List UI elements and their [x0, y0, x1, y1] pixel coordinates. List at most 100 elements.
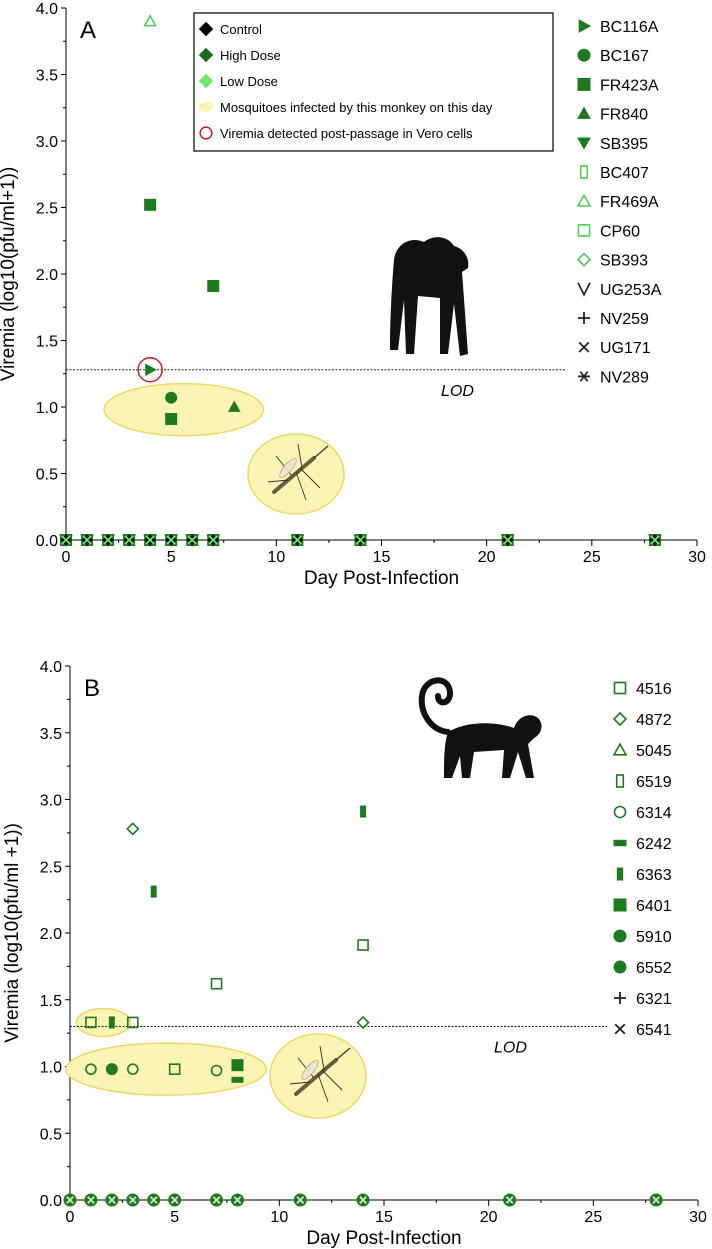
data-point-6242 [231, 1076, 244, 1083]
x-tick-label: 30 [689, 1209, 707, 1226]
legend-marker-4872 [612, 711, 628, 727]
baseline-marker [108, 1196, 116, 1204]
data-point-4516 [127, 1016, 139, 1029]
data-point-4516 [210, 977, 223, 990]
mosquito-infection-ellipse [103, 382, 265, 437]
legend-box-marker [198, 21, 214, 37]
baseline-cluster [293, 1193, 307, 1207]
y-tick-label: 3.5 [40, 726, 62, 743]
legend-marker-BC116A [578, 19, 592, 33]
x-tick-label: 10 [267, 549, 285, 566]
vero-ring [137, 357, 163, 383]
legend-label-6401: 6401 [636, 898, 672, 915]
mosquito-infection-ellipse [65, 1042, 268, 1096]
baseline-cluster [503, 1193, 517, 1207]
baseline-marker [212, 1196, 221, 1204]
legend-box-marker [198, 73, 214, 89]
mosquito-b-proboscis [335, 1047, 351, 1061]
baseline-cluster [500, 534, 515, 548]
lod-label: LOD [494, 1039, 527, 1056]
legend-marker-6552 [613, 960, 627, 974]
baseline-cluster [126, 1193, 140, 1207]
monkey-b-body [444, 715, 542, 778]
x-tick-label: 15 [375, 1209, 393, 1226]
baseline-marker [61, 535, 71, 545]
baseline-cluster [122, 534, 136, 548]
y-tick-label: 2.0 [40, 926, 62, 943]
legend-marker-UG171 [578, 341, 590, 353]
data-point-6314 [210, 1064, 223, 1077]
baseline-cluster [59, 534, 73, 548]
baseline-cluster [105, 1193, 119, 1207]
data-point-BC167 [165, 391, 178, 404]
legend-marker-SB395 [577, 137, 591, 150]
baseline-marker [187, 535, 197, 545]
x-tick-label: 10 [270, 1209, 288, 1226]
panel-label: A [80, 17, 96, 44]
data-point-4516 [85, 1016, 97, 1029]
mosquito-b-legs [289, 1045, 343, 1103]
data-point-FR469A [143, 14, 157, 27]
baseline-marker [82, 535, 92, 545]
legend-marker-4516 [613, 681, 627, 695]
baseline-marker [503, 535, 513, 545]
y-tick-label: 4.0 [36, 1, 58, 18]
legend-label-NV289: NV289 [600, 369, 649, 386]
legend-box-marker [198, 101, 214, 113]
legend-box-label: Control [220, 22, 262, 37]
data-point-FR423A [165, 412, 178, 425]
lod-label: LOD [441, 383, 474, 400]
y-tick-label: 3.5 [36, 68, 58, 85]
legend-box-label: Low Dose [220, 74, 278, 89]
legend-label-SB393: SB393 [600, 253, 648, 270]
baseline-cluster [649, 1193, 663, 1207]
x-tick-label: 25 [584, 1209, 602, 1226]
legend-label-FR423A: FR423A [600, 77, 659, 94]
legend-label-6541: 6541 [636, 1022, 672, 1039]
legend-label-FR469A: FR469A [600, 194, 659, 211]
y-tick-label: 0.0 [40, 1193, 62, 1210]
legend-label-6242: 6242 [636, 836, 672, 853]
baseline-marker [652, 1196, 660, 1204]
y-tick-label: 3.0 [40, 793, 62, 810]
y-tick-label: 1.0 [36, 400, 58, 417]
x-tick-label: 5 [167, 549, 176, 566]
legend-label-NV259: NV259 [600, 311, 649, 328]
legend-label-6321: 6321 [636, 991, 672, 1008]
baseline-marker [233, 1196, 242, 1204]
x-tick-label: 30 [688, 549, 706, 566]
baseline-marker [505, 1196, 514, 1204]
legend-label-FR840: FR840 [600, 107, 648, 124]
x-tick-label: 25 [583, 549, 601, 566]
legend-marker-6363 [616, 867, 624, 881]
data-point-4872 [126, 822, 140, 836]
baseline-marker [166, 535, 176, 545]
data-point-5910 [105, 1063, 118, 1076]
legend-label-4516: 4516 [636, 681, 672, 698]
baseline-marker [124, 535, 134, 545]
x-tick-label: 15 [373, 549, 391, 566]
legend-marker-UG253A [577, 282, 591, 297]
y-tick-label: 2.0 [36, 267, 58, 284]
mosquito-a-legs [267, 443, 321, 501]
x-tick-label: 20 [480, 1209, 498, 1226]
legend-label-CP60: CP60 [600, 223, 640, 240]
data-point-4516 [357, 939, 369, 951]
baseline-cluster [185, 534, 200, 548]
baseline-marker [103, 535, 113, 545]
panel-B: 0.0 0.5 1.0 1.5 2.0 2.5 3.0 3.5 4.0 0 5 10 15 20 25 30 D… [2, 659, 707, 1249]
data-point-6363 [108, 1016, 115, 1029]
baseline-cluster [356, 1193, 370, 1207]
panel-label: B [84, 675, 100, 702]
baseline-cluster [147, 1193, 161, 1207]
baseline-marker [170, 1196, 179, 1204]
baseline-cluster [210, 1193, 224, 1207]
baseline-cluster [168, 1193, 182, 1207]
x-tick-label: 0 [62, 549, 71, 566]
monkey-b-tail [418, 677, 453, 735]
y-tick-label: 2.5 [36, 201, 58, 218]
baseline-cluster [290, 534, 305, 548]
legend-label-UG171: UG171 [600, 340, 651, 357]
baseline-marker [128, 1196, 137, 1204]
legend-box-marker [199, 126, 213, 140]
